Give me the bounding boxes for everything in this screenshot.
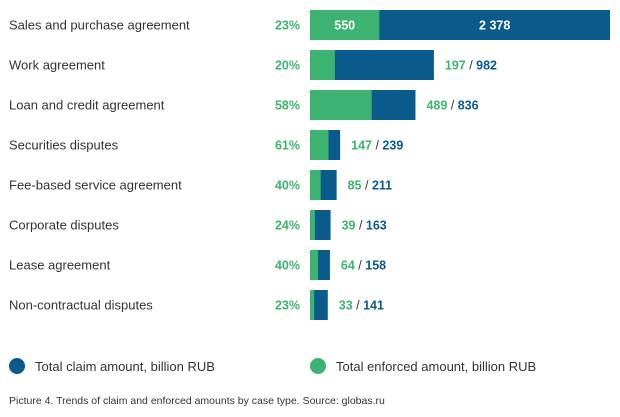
bar-enforced [310, 90, 372, 120]
category-label: Corporate disputes [9, 218, 119, 233]
value-separator: / [355, 219, 365, 233]
bar-enforced [310, 250, 319, 280]
percent-label: 23% [275, 299, 300, 313]
percent-label: 23% [275, 19, 300, 33]
bar-enforced [310, 210, 315, 240]
category-label: Loan and credit agreement [9, 98, 165, 113]
bar-enforced [310, 170, 321, 200]
value-label-claim: 2 378 [479, 19, 510, 33]
percent-label: 20% [275, 59, 300, 73]
bar-enforced [310, 290, 315, 320]
legend-claim-swatch [9, 358, 25, 374]
category-label: Fee-based service agreement [9, 178, 182, 193]
value-label-enforced: 33 [339, 299, 353, 313]
value-label-enforced: 550 [334, 19, 355, 33]
value-label-claim: 982 [476, 59, 497, 73]
percent-label: 24% [275, 219, 300, 233]
value-label-pair: 33 / 141 [339, 299, 384, 313]
value-label-claim: 158 [365, 259, 386, 273]
category-label: Non-contractual disputes [9, 298, 153, 313]
bar-enforced [310, 130, 329, 160]
value-label-pair: 39 / 163 [342, 219, 387, 233]
percent-label: 58% [275, 99, 300, 113]
value-separator: / [466, 59, 476, 73]
value-separator: / [362, 179, 372, 193]
category-label: Securities disputes [9, 138, 119, 153]
value-label-claim: 211 [372, 179, 392, 193]
category-label: Lease agreement [9, 258, 111, 273]
value-label-pair: 197 / 982 [445, 59, 497, 73]
bar-claim [310, 210, 331, 240]
value-label-pair: 147 / 239 [351, 139, 403, 153]
value-separator: / [447, 99, 457, 113]
value-label-claim: 239 [382, 139, 403, 153]
value-label-enforced: 64 [341, 259, 355, 273]
value-label-enforced: 197 [445, 59, 466, 73]
bar-chart: Sales and purchase agreement 23% 550 2 378 W… [9, 10, 610, 320]
legend-enforced: Total enforced amount, billion RUB [310, 358, 536, 374]
value-separator: / [355, 259, 365, 273]
value-label-claim: 141 [363, 299, 384, 313]
value-label-pair: 85 / 211 [348, 179, 393, 193]
value-label-enforced: 147 [351, 139, 372, 153]
figure-caption: Picture 4. Trends of claim and enforced … [9, 395, 385, 407]
value-label-claim: 163 [366, 219, 387, 233]
value-label-claim: 836 [458, 99, 479, 113]
value-label-enforced: 489 [426, 99, 447, 113]
percent-label: 40% [275, 259, 300, 273]
legend-enforced-label: Total enforced amount, billion RUB [336, 358, 537, 374]
percent-label: 61% [275, 139, 300, 153]
value-separator: / [353, 299, 363, 313]
value-label-pair: 489 / 836 [426, 99, 478, 113]
bar-enforced [310, 50, 335, 80]
category-label: Work agreement [9, 58, 105, 73]
percent-label: 40% [275, 179, 300, 193]
value-label-enforced: 85 [348, 179, 362, 193]
value-label-enforced: 39 [342, 219, 356, 233]
value-label-pair: 64 / 158 [341, 259, 386, 273]
legend-enforced-swatch [310, 358, 326, 374]
legend-claim: Total claim amount, billion RUB [9, 358, 215, 374]
bar-enforced [310, 10, 380, 40]
category-label: Sales and purchase agreement [9, 18, 190, 33]
bar-claim [310, 290, 328, 320]
value-separator: / [372, 139, 382, 153]
legend-claim-label: Total claim amount, billion RUB [35, 358, 215, 374]
